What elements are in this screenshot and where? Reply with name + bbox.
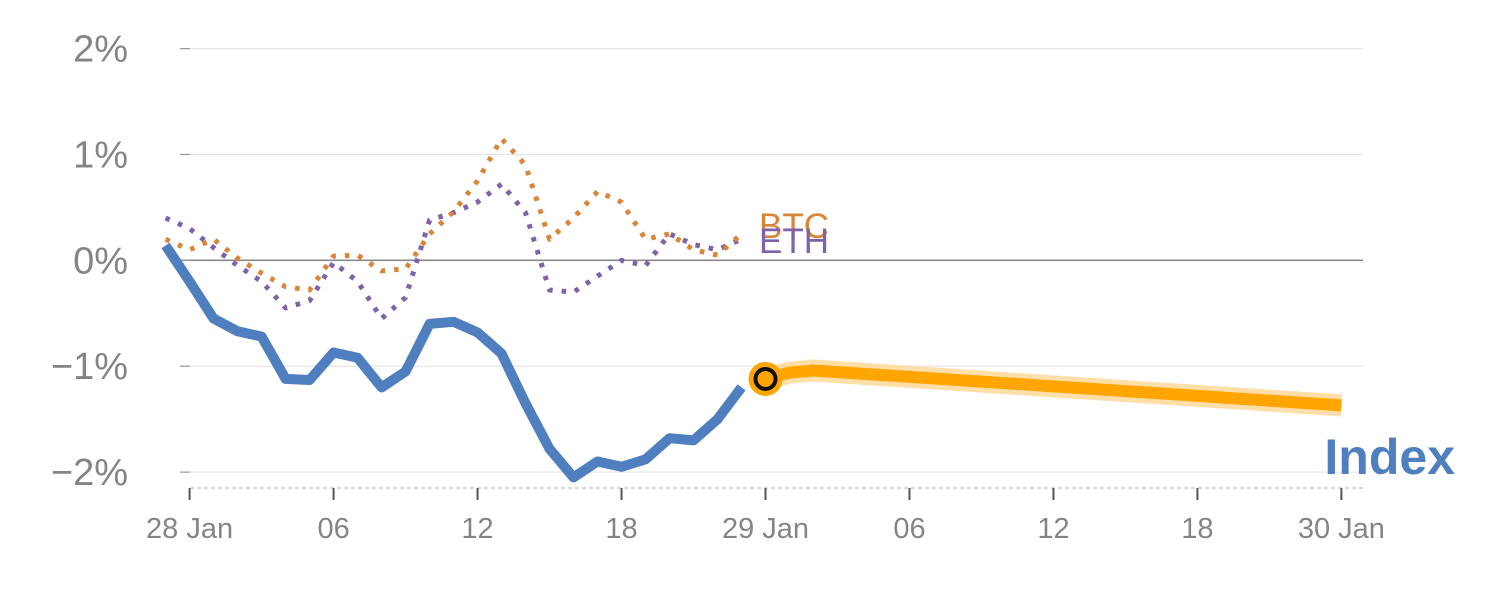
- y-tick-label: −2%: [51, 452, 128, 494]
- x-tick-label: 29 Jan: [722, 513, 809, 545]
- series-label-eth: ETH: [759, 222, 829, 261]
- series-line-index: [161, 242, 746, 483]
- series-layer: [161, 136, 1343, 483]
- x-tick-label: 06: [317, 513, 349, 545]
- x-tick-label: 12: [461, 513, 493, 545]
- y-tick-label: 1%: [73, 134, 128, 176]
- x-tick-label: 28 Jan: [146, 513, 233, 545]
- x-tick-label: 06: [893, 513, 925, 545]
- x-tick-label: 18: [1181, 513, 1213, 545]
- axis-layer: 2% 1% 0% −1% −2% 28 Jan 06 12 18 29 Jan 06 12 18 30 J…: [51, 29, 1385, 545]
- series-label-index: Index: [1324, 429, 1455, 485]
- y-tick-label: −1%: [51, 346, 128, 388]
- y-tick-label: 0%: [73, 240, 128, 282]
- series-line-eth: [164, 181, 743, 322]
- y-tick-label: 2%: [73, 29, 128, 71]
- series-line-btc: [164, 136, 744, 293]
- grid-layer: [180, 47, 1363, 473]
- series-label-btc: BTC: [759, 207, 829, 246]
- x-tick-label: 18: [605, 513, 637, 545]
- x-tick-label: 30 Jan: [1298, 513, 1385, 545]
- current-marker-dot: [753, 366, 778, 391]
- x-tick-label: 12: [1037, 513, 1069, 545]
